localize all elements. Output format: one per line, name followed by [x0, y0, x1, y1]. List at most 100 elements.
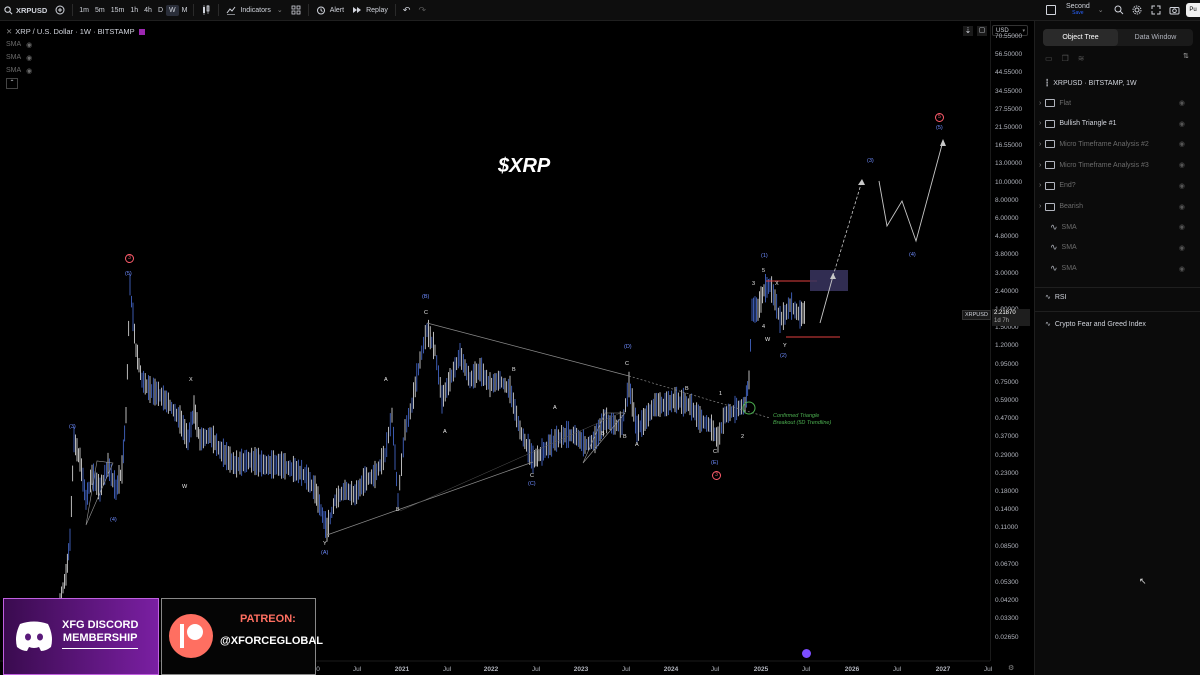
pane-label: Crypto Fear and Greed Index [1054, 320, 1146, 328]
redo-button[interactable]: ↷ [414, 0, 430, 20]
chevron-right-icon[interactable]: › [1039, 203, 1042, 210]
chevron-up-icon[interactable]: ⌃ [6, 78, 18, 89]
layers-icon[interactable]: ≋ [1077, 54, 1085, 63]
copy-icon[interactable]: ❐ [1061, 54, 1069, 63]
eye-icon[interactable]: ◉ [26, 41, 33, 49]
timeframe-1m[interactable]: 1m [79, 6, 89, 14]
wave-circle-label: 3 [125, 254, 134, 263]
templates-button[interactable] [287, 0, 305, 20]
last-price-label: 2.21870 1d 7h [992, 309, 1030, 326]
wave-label: B [685, 386, 689, 392]
price-chart[interactable]: 0 Jul 2021 Jul 2022 Jul 2023 Jul 2024 Jul 2025 Jul 2… [0, 21, 1030, 675]
tab-object-tree[interactable]: Object Tree [1043, 29, 1118, 46]
download-icon[interactable]: ⇣ [963, 26, 973, 36]
eye-icon[interactable]: ◉ [1178, 182, 1185, 190]
event-marker-icon[interactable] [802, 649, 811, 658]
wave-label: C [424, 310, 428, 316]
legend-sma-1[interactable]: SMA ◉ [6, 38, 145, 51]
tree-item[interactable]: › Bearish ◉ [1039, 199, 1195, 215]
close-icon[interactable]: ✕ [6, 27, 13, 36]
tree-item[interactable]: › Micro Timeframe Analysis #3 ◉ [1039, 157, 1195, 173]
price-tick: 0.18000 [995, 488, 1019, 495]
compare-button[interactable] [51, 0, 69, 20]
settings-icon[interactable]: ⚙ [1008, 665, 1015, 672]
currency-select[interactable]: USD ▾ [992, 25, 1028, 36]
tree-item-label: Micro Timeframe Analysis #2 [1059, 140, 1149, 148]
timeframe-4h[interactable]: 4h [144, 6, 152, 14]
time-tick: Jul [984, 666, 993, 673]
tree-item[interactable]: › Micro Timeframe Analysis #2 ◉ [1039, 136, 1195, 152]
settings-button[interactable] [1132, 5, 1142, 17]
eye-icon[interactable]: ◉ [1178, 224, 1185, 232]
tree-main-symbol[interactable]: ┇ XRPUSD · BITSTAMP, 1W [1045, 75, 1195, 91]
chevron-right-icon[interactable]: › [1039, 182, 1042, 190]
tree-item[interactable]: ∿ SMA ◉ [1045, 240, 1195, 256]
folder-icon [1045, 181, 1056, 190]
timeframe-w[interactable]: W [166, 4, 179, 16]
chart-type-button[interactable] [197, 0, 215, 20]
eye-icon[interactable]: ◉ [1178, 244, 1185, 252]
folder-add-icon[interactable]: ▭ [1045, 54, 1053, 63]
legend-sma-3[interactable]: SMA ◉ [6, 64, 145, 77]
pane-label: RSI [1054, 293, 1067, 301]
chevron-down-icon: ⌄ [276, 7, 283, 14]
eye-icon[interactable]: ◉ [1178, 203, 1185, 211]
legend-sma-2[interactable]: SMA ◉ [6, 51, 145, 64]
tree-item[interactable]: ∿ SMA ◉ [1045, 261, 1195, 277]
indicators-button[interactable]: Indicators ⌄ [222, 0, 286, 20]
timeframe-1h[interactable]: 1h [130, 6, 139, 14]
symbol-legend[interactable]: ✕ XRP / U.S. Dollar · 1W · BITSTAMP [6, 25, 145, 38]
eye-icon[interactable]: ◉ [1178, 120, 1185, 128]
maximize-icon[interactable]: ▢ [977, 26, 987, 36]
projection-dashed [832, 180, 863, 277]
price-tick: 3.80000 [995, 251, 1019, 259]
chevron-down-icon: ⌄ [1097, 7, 1104, 14]
chart-area[interactable]: 0 Jul 2021 Jul 2022 Jul 2023 Jul 2024 Jul 2025 Jul 2… [0, 21, 1030, 675]
candles-icon [203, 5, 210, 15]
price-tick: 1.50000 [995, 324, 1019, 332]
symbol-search[interactable]: XRPUSD [0, 0, 51, 20]
discord-line-2: MEMBERSHIP [62, 632, 138, 644]
wave-projection [878, 140, 944, 243]
alert-button[interactable]: Alert [312, 0, 348, 20]
timeframe-d[interactable]: D [157, 6, 164, 14]
tree-item[interactable]: › End? ◉ [1039, 178, 1195, 194]
wave-label: Y [323, 541, 327, 547]
tab-data-window[interactable]: Data Window [1134, 34, 1177, 41]
publish-button[interactable]: Pu [1186, 3, 1200, 17]
chevron-right-icon[interactable]: › [1039, 120, 1042, 128]
price-axis[interactable]: 70.55000 56.50000 44.55000 34.55000 27.55000… [990, 21, 1033, 661]
flag-icon[interactable] [138, 28, 145, 35]
eye-icon[interactable]: ◉ [1178, 162, 1185, 170]
tree-item[interactable]: ∿ SMA ◉ [1045, 219, 1195, 235]
sort-icon[interactable]: ⇅ [1183, 53, 1189, 60]
eye-icon[interactable]: ◉ [26, 54, 33, 62]
pane-fear-greed[interactable]: ∿ Crypto Fear and Greed Index [1045, 316, 1195, 332]
patreon-banner[interactable]: PATREON: @XFORCEGLOBAL [161, 598, 323, 675]
legend-collapse[interactable]: ⌃ [6, 77, 145, 90]
chevron-right-icon[interactable]: › [1039, 140, 1042, 148]
timeframe-5m[interactable]: 5m [95, 6, 105, 14]
eye-icon[interactable]: ◉ [26, 67, 33, 75]
snapshot-button[interactable] [1169, 5, 1180, 17]
tree-item[interactable]: › Bullish Triangle #1 ◉ [1039, 116, 1195, 132]
eye-icon[interactable]: ◉ [1178, 265, 1185, 273]
price-tick: 21.50000 [995, 124, 1023, 131]
tree-item[interactable]: › Flat ◉ [1039, 95, 1195, 111]
wave-label: 1 [719, 391, 723, 397]
undo-button[interactable]: ↶ [399, 0, 415, 20]
timeframe-m[interactable]: M [181, 6, 188, 14]
fullscreen-button[interactable] [1151, 5, 1161, 17]
gear-icon [1132, 5, 1142, 15]
eye-icon[interactable]: ◉ [1178, 141, 1185, 149]
chevron-right-icon[interactable]: › [1039, 99, 1042, 107]
replay-button[interactable]: Replay [348, 0, 392, 20]
timeframe-15m[interactable]: 15m [110, 6, 125, 14]
discord-banner[interactable]: XFG DISCORD MEMBERSHIP [3, 598, 159, 675]
search-button[interactable] [1114, 5, 1124, 17]
tree-main-label: XRPUSD · BITSTAMP, 1W [1053, 79, 1137, 87]
layout-switcher[interactable]: Second Save ⌄ [1046, 0, 1104, 20]
pane-rsi[interactable]: ∿ RSI [1045, 289, 1195, 305]
eye-icon[interactable]: ◉ [1178, 100, 1185, 107]
chevron-right-icon[interactable]: › [1039, 161, 1042, 169]
